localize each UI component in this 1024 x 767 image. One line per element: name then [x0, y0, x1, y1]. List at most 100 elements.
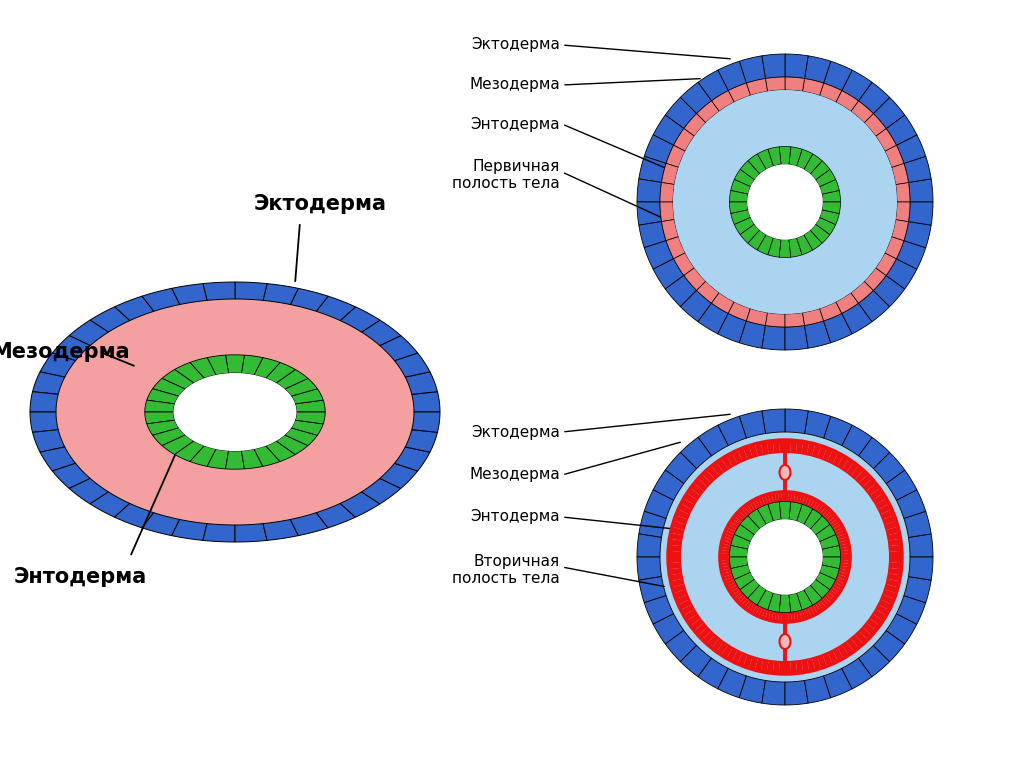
Polygon shape: [720, 547, 731, 551]
Polygon shape: [637, 179, 662, 202]
Polygon shape: [670, 532, 683, 541]
Polygon shape: [796, 660, 803, 673]
Polygon shape: [732, 650, 742, 664]
Polygon shape: [817, 600, 826, 610]
Polygon shape: [291, 512, 328, 535]
Polygon shape: [740, 224, 760, 243]
Polygon shape: [732, 450, 742, 464]
Polygon shape: [822, 545, 841, 557]
Polygon shape: [785, 661, 792, 674]
Polygon shape: [726, 453, 737, 467]
Polygon shape: [886, 470, 916, 500]
Ellipse shape: [173, 373, 297, 451]
Polygon shape: [908, 179, 933, 202]
Polygon shape: [749, 656, 758, 670]
Polygon shape: [394, 353, 430, 377]
Polygon shape: [802, 495, 808, 506]
Polygon shape: [797, 610, 802, 621]
Polygon shape: [787, 492, 792, 502]
Polygon shape: [727, 525, 737, 532]
Polygon shape: [720, 557, 730, 561]
Polygon shape: [892, 219, 908, 241]
Polygon shape: [779, 440, 785, 453]
Polygon shape: [680, 82, 712, 114]
Polygon shape: [52, 336, 90, 360]
Polygon shape: [827, 650, 838, 664]
Polygon shape: [748, 585, 766, 605]
Polygon shape: [766, 313, 785, 327]
Polygon shape: [788, 593, 802, 612]
Polygon shape: [842, 459, 854, 473]
Polygon shape: [889, 551, 902, 557]
Polygon shape: [720, 563, 731, 567]
Polygon shape: [758, 235, 773, 255]
Polygon shape: [805, 496, 811, 507]
Polygon shape: [815, 217, 836, 235]
Polygon shape: [291, 389, 324, 404]
Polygon shape: [873, 453, 905, 483]
Polygon shape: [797, 493, 802, 504]
Polygon shape: [671, 527, 684, 535]
Polygon shape: [726, 528, 736, 535]
Polygon shape: [676, 509, 690, 520]
Polygon shape: [175, 441, 204, 462]
Polygon shape: [263, 284, 298, 304]
Polygon shape: [666, 275, 696, 307]
Polygon shape: [702, 470, 716, 483]
Polygon shape: [889, 562, 902, 569]
Polygon shape: [837, 571, 848, 577]
Polygon shape: [669, 568, 682, 575]
Polygon shape: [822, 448, 833, 462]
Polygon shape: [653, 115, 684, 145]
Polygon shape: [728, 301, 751, 321]
Polygon shape: [722, 571, 733, 577]
Polygon shape: [731, 179, 751, 194]
Polygon shape: [684, 268, 706, 291]
Polygon shape: [812, 444, 821, 458]
Polygon shape: [727, 582, 737, 590]
Polygon shape: [721, 544, 731, 548]
Polygon shape: [779, 239, 791, 258]
Polygon shape: [866, 483, 880, 496]
Polygon shape: [668, 551, 681, 557]
Polygon shape: [823, 416, 852, 446]
Polygon shape: [189, 446, 216, 466]
Text: Вторичная
полость тела: Вторичная полость тела: [453, 554, 560, 586]
Polygon shape: [762, 608, 768, 619]
Polygon shape: [744, 600, 753, 610]
Polygon shape: [872, 493, 887, 505]
Polygon shape: [823, 668, 852, 698]
Polygon shape: [678, 599, 692, 610]
Polygon shape: [876, 499, 889, 510]
Polygon shape: [765, 609, 771, 620]
Polygon shape: [712, 638, 724, 652]
Polygon shape: [823, 594, 834, 603]
Polygon shape: [840, 550, 850, 554]
Polygon shape: [291, 420, 324, 435]
Polygon shape: [276, 435, 308, 455]
Polygon shape: [729, 545, 749, 557]
Polygon shape: [889, 557, 902, 563]
Polygon shape: [837, 574, 847, 581]
Polygon shape: [741, 506, 751, 516]
Polygon shape: [726, 579, 736, 587]
Polygon shape: [768, 593, 781, 612]
Polygon shape: [644, 241, 674, 269]
Polygon shape: [162, 435, 194, 455]
Polygon shape: [810, 161, 829, 179]
Polygon shape: [785, 54, 808, 78]
Polygon shape: [723, 534, 734, 540]
Polygon shape: [637, 534, 662, 557]
Polygon shape: [653, 614, 684, 644]
Polygon shape: [668, 557, 681, 563]
Polygon shape: [666, 97, 696, 129]
Polygon shape: [904, 577, 931, 603]
Polygon shape: [731, 210, 751, 225]
Polygon shape: [858, 437, 890, 469]
Polygon shape: [839, 563, 850, 567]
Polygon shape: [884, 584, 898, 593]
Polygon shape: [225, 451, 245, 469]
Ellipse shape: [56, 299, 414, 525]
Text: Энтодерма: Энтодерма: [470, 117, 560, 131]
Polygon shape: [739, 596, 749, 605]
